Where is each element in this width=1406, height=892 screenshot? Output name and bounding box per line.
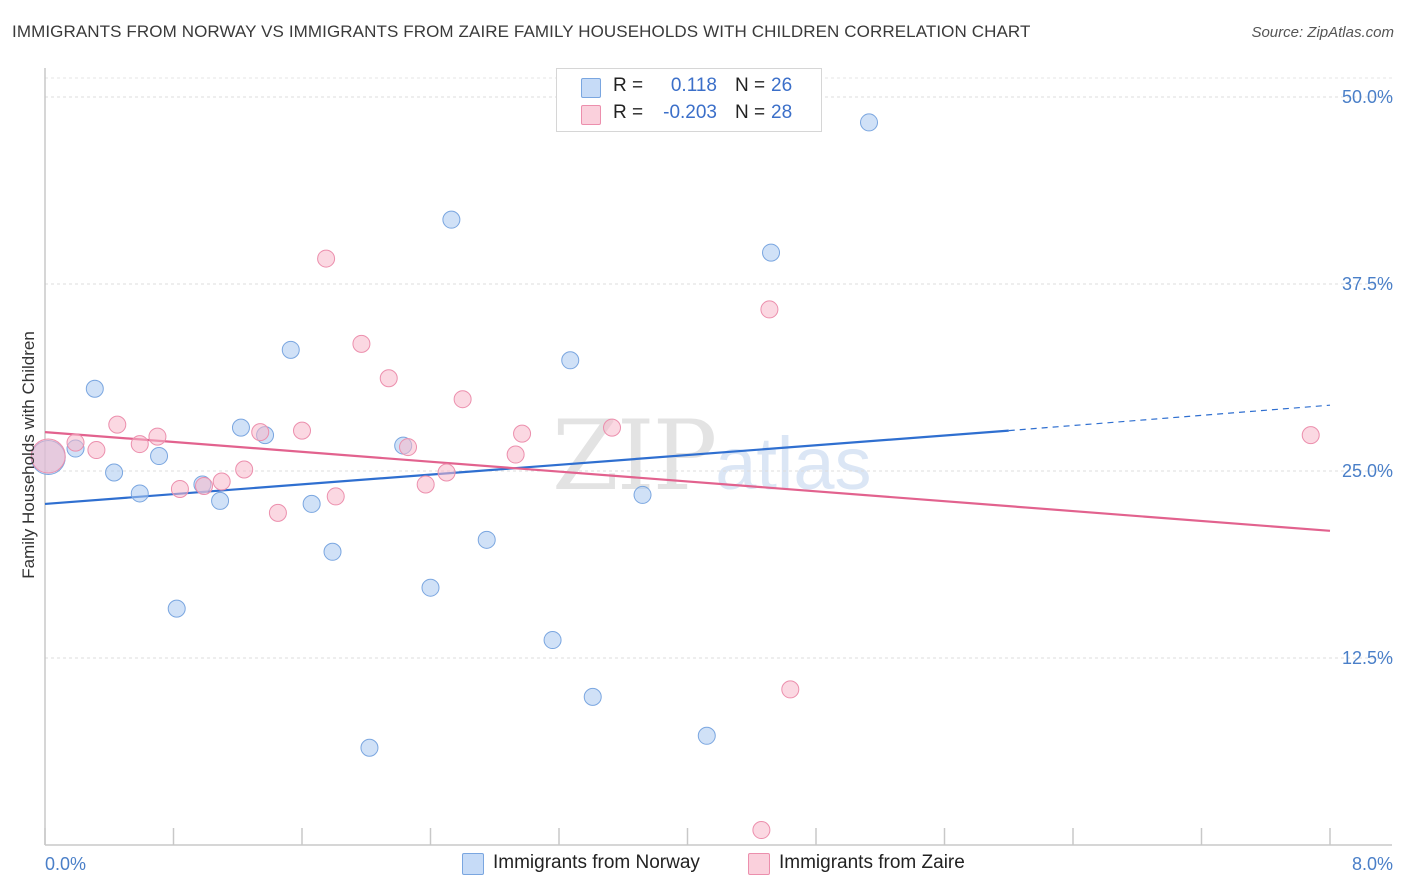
x-tick-label: 0.0% bbox=[45, 854, 86, 874]
norway-point bbox=[302, 494, 321, 513]
chart-title: IMMIGRANTS FROM NORWAY VS IMMIGRANTS FRO… bbox=[12, 22, 1031, 41]
norway-point bbox=[762, 243, 781, 262]
y-axis-label: Family Households with Children bbox=[19, 331, 38, 579]
zaire-point bbox=[130, 435, 149, 454]
norway-trend-extension bbox=[1008, 404, 1331, 432]
norway-point bbox=[105, 463, 124, 482]
norway-point bbox=[231, 418, 250, 437]
norway-point bbox=[860, 113, 879, 132]
x-tick-label: 8.0% bbox=[1352, 854, 1393, 874]
zaire-point bbox=[752, 821, 771, 840]
zaire-point bbox=[148, 427, 167, 446]
y-tick-label: 37.5% bbox=[1342, 274, 1393, 294]
zaire-point bbox=[453, 390, 472, 409]
zaire-point bbox=[781, 680, 800, 699]
legend-r-label: R = bbox=[613, 102, 644, 123]
watermark-atlas: atlas bbox=[715, 422, 872, 505]
norway-point bbox=[360, 738, 379, 757]
norway-point bbox=[697, 726, 716, 745]
zaire-point bbox=[212, 472, 231, 491]
norway-point bbox=[583, 687, 602, 706]
bottom-legend-label-norway: Immigrants from Norway bbox=[493, 852, 700, 873]
zaire-point bbox=[379, 369, 398, 388]
gridlines bbox=[45, 77, 1392, 659]
norway-point bbox=[211, 491, 230, 510]
correlation-legend: R = 0.118 N = 26 R = -0.203 N = 28 bbox=[556, 68, 822, 132]
norway-point bbox=[167, 599, 186, 618]
norway-point bbox=[477, 530, 496, 549]
zaire-point bbox=[268, 503, 287, 522]
data-points bbox=[30, 113, 1320, 840]
legend-n-label: N = bbox=[735, 75, 766, 96]
zaire-point bbox=[317, 249, 336, 268]
zaire-point bbox=[437, 463, 456, 482]
bottom-legend-swatch-norway bbox=[462, 853, 484, 875]
norway-point bbox=[281, 340, 300, 359]
zaire-point bbox=[108, 415, 127, 434]
zaire-point bbox=[513, 424, 532, 443]
norway-point bbox=[442, 210, 461, 229]
zaire-point bbox=[30, 438, 66, 474]
zaire-point bbox=[251, 423, 270, 442]
norway-point bbox=[561, 351, 580, 370]
legend-r-value: 0.118 bbox=[670, 75, 717, 96]
norway-point bbox=[543, 631, 562, 650]
zaire-trend-line bbox=[44, 431, 1331, 532]
zaire-point bbox=[293, 421, 311, 440]
legend-r-value: -0.203 bbox=[663, 102, 717, 123]
axes bbox=[44, 68, 1392, 846]
legend-n-value: 28 bbox=[771, 102, 793, 123]
zaire-point bbox=[66, 433, 85, 452]
norway-point bbox=[85, 379, 104, 398]
zaire-point bbox=[170, 479, 189, 498]
legend-swatch-zaire bbox=[581, 105, 601, 125]
legend-n-value: 26 bbox=[771, 75, 793, 96]
zaire-point bbox=[603, 418, 622, 437]
source-label: Source: ZipAtlas.com bbox=[1251, 24, 1394, 41]
zaire-point bbox=[326, 487, 345, 506]
zaire-point bbox=[399, 438, 418, 457]
zaire-point bbox=[195, 476, 214, 495]
norway-point bbox=[130, 484, 149, 503]
legend-swatch-norway bbox=[581, 78, 601, 98]
legend-n-label: N = bbox=[735, 102, 766, 123]
y-tick-label: 25.0% bbox=[1342, 461, 1393, 481]
norway-trend-line bbox=[44, 429, 1009, 506]
bottom-legend-label-zaire: Immigrants from Zaire bbox=[779, 852, 965, 873]
tick-labels: 12.5% 25.0% 37.5% 50.0% 0.0% 8.0% bbox=[45, 87, 1393, 874]
legend-r-label: R = bbox=[613, 75, 644, 96]
bottom-legend-swatch-zaire bbox=[748, 853, 770, 875]
norway-point bbox=[323, 542, 342, 561]
zaire-point bbox=[506, 445, 525, 464]
norway-point bbox=[421, 578, 440, 597]
zaire-point bbox=[352, 334, 371, 353]
norway-point bbox=[150, 447, 169, 466]
zaire-point bbox=[416, 475, 435, 494]
zaire-point bbox=[87, 441, 106, 460]
zaire-point bbox=[1301, 426, 1320, 445]
zaire-point bbox=[760, 300, 779, 319]
zaire-point bbox=[235, 460, 254, 479]
y-tick-label: 50.0% bbox=[1342, 87, 1393, 107]
norway-point bbox=[633, 485, 652, 504]
y-tick-label: 12.5% bbox=[1342, 648, 1393, 668]
